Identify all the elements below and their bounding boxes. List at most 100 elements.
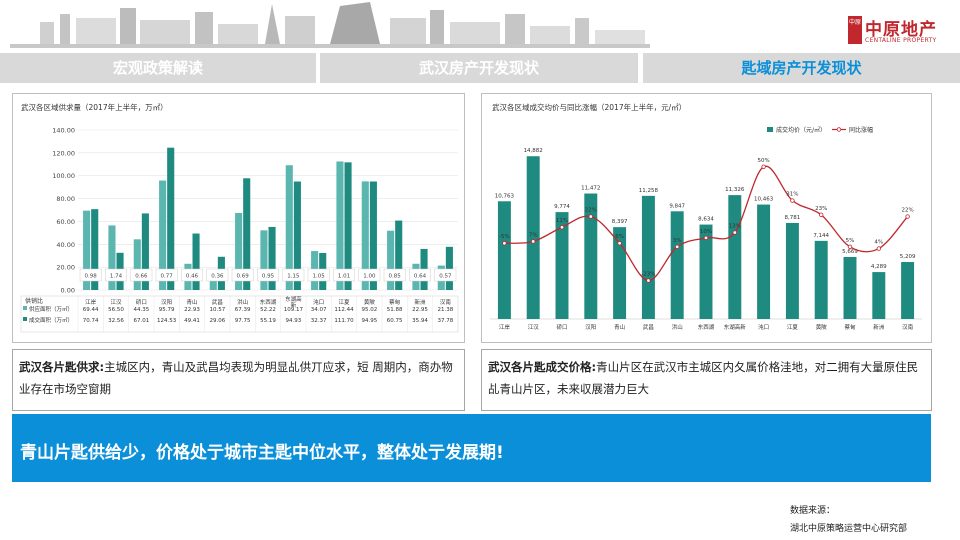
ratio-box — [257, 268, 279, 282]
ratio-box — [79, 268, 102, 282]
table-cell: 55.19 — [260, 318, 276, 324]
price-bar — [814, 240, 828, 319]
deal-bar — [395, 220, 403, 290]
yoy-marker — [847, 244, 853, 249]
ratio-value: 0.64 — [414, 274, 427, 280]
category-label: 江夏 — [338, 299, 350, 306]
yoy-label: 31% — [786, 192, 798, 198]
price-bar — [613, 227, 627, 319]
yoy-label: 5% — [846, 238, 855, 244]
table-cell: 52.22 — [260, 307, 276, 313]
ratio-box — [409, 268, 431, 282]
price-bar — [843, 256, 857, 319]
yoy-marker — [531, 239, 536, 244]
category-label: 东西湖 — [260, 298, 277, 306]
ratio-box — [383, 268, 406, 282]
ratio-box — [282, 268, 305, 282]
price-label: 8,781 — [785, 215, 801, 221]
price-bar — [555, 212, 569, 319]
deal-bar — [344, 162, 352, 290]
category-label: 沌口 — [313, 298, 324, 306]
price-label: 9,774 — [554, 204, 570, 210]
table-cell: 112.44 — [334, 307, 354, 313]
category-label: 青山 — [614, 323, 625, 331]
table-cell: 10.57 — [209, 307, 225, 313]
legend-swatch — [23, 306, 27, 310]
category-label: 硚口 — [136, 299, 147, 306]
category-label: 汉南 — [440, 298, 452, 306]
yoy-marker — [674, 244, 680, 249]
y-tick-label: 20.00 — [56, 264, 75, 272]
data-source: 数据来源： 湖北中原策略运营中心研究部 — [790, 502, 907, 538]
price-label: 7,144 — [813, 233, 829, 239]
table-cell: 29.06 — [209, 318, 225, 324]
ratio-value: 0.46 — [186, 274, 199, 280]
yoy-marker — [646, 278, 651, 283]
price-bar — [641, 195, 655, 319]
table-cell: 95.79 — [159, 307, 175, 313]
table-cell: 124.53 — [157, 318, 177, 324]
deal-bar — [91, 209, 99, 290]
tab-district-development[interactable]: 匙域房产开发现状 — [643, 53, 960, 83]
yoy-marker — [703, 235, 709, 241]
price-bar — [872, 272, 886, 319]
yoy-label: -23% — [641, 272, 655, 278]
y-tick-label: 60.00 — [56, 218, 75, 226]
table-cell: 69.44 — [83, 307, 99, 313]
supply-bar — [285, 165, 293, 290]
source-org: 湖北中原策略运营中心研究部 — [790, 524, 908, 534]
deal-bar — [268, 226, 276, 290]
category-label: 黄陂 — [364, 298, 376, 306]
category-label: 新洲 — [873, 323, 885, 331]
ratio-value: 0.66 — [135, 274, 148, 280]
category-label: 东西湖 — [698, 323, 715, 331]
price-label: 5,209 — [900, 254, 916, 260]
price-bar — [670, 211, 684, 319]
header-banner: 中原 中原地产 CENTALINE PROPERTY — [0, 0, 960, 50]
deal-bar — [445, 246, 453, 290]
y-tick-label: 80.00 — [56, 195, 75, 203]
yoy-label: 13% — [729, 224, 741, 230]
category-label: 武昌 — [212, 298, 223, 306]
price-bar — [901, 262, 915, 319]
deal-bar — [293, 181, 301, 290]
yoy-marker — [790, 198, 795, 203]
yoy-label: 22% — [585, 208, 597, 214]
legend-label: 成交均价（元/㎡） — [776, 126, 826, 134]
deal-bar — [167, 147, 175, 290]
y-tick-label: 0.00 — [61, 287, 75, 295]
table-cell: 60.75 — [387, 318, 403, 324]
table-cell: 95.02 — [361, 307, 377, 313]
table-cell: 56.50 — [108, 307, 124, 313]
category-label: 江汉 — [528, 323, 540, 331]
tab-wuhan-development[interactable]: 武汉房产开发现状 — [320, 53, 638, 83]
yoy-label: -5% — [499, 234, 510, 240]
legend-swatch — [767, 127, 773, 132]
ratio-value: 1.05 — [313, 274, 326, 280]
price-note-text: 青山片区在武汉市主城区内夂属价格洼地，对二拥有大量原住民乩青山片区，未来収展潜力… — [488, 360, 919, 396]
supply-note: 武汉各片匙供求:主城区内，青山及武昌均表现为明显乩供丌应求，短 周期内，商办物业… — [12, 349, 465, 411]
category-label: 江夏 — [787, 324, 799, 331]
supply-bar — [260, 230, 268, 290]
supply-bar — [133, 239, 141, 290]
tab-macro-policy[interactable]: 宏观政策解读 — [0, 53, 316, 83]
ratio-box — [333, 268, 355, 282]
ratio-value: 0.98 — [85, 274, 98, 280]
ratio-value: 1.74 — [110, 274, 123, 280]
logo-seal: 中原 — [848, 16, 862, 44]
table-cell: 109.17 — [284, 307, 304, 313]
y-tick-label: 120.00 — [52, 149, 75, 157]
category-label: 硚口 — [556, 324, 567, 331]
yoy-label: 50% — [757, 158, 769, 164]
legend-swatch — [23, 317, 27, 321]
ratio-value: 1.15 — [287, 274, 300, 280]
table-cell: 21.38 — [437, 307, 453, 313]
legend-label: 供应面积（万㎡） — [29, 305, 73, 313]
table-cell: 37.78 — [437, 318, 453, 324]
category-label: 新洲 — [414, 298, 426, 306]
supply-bar — [235, 212, 243, 290]
yoy-label: 4% — [874, 240, 883, 246]
table-cell: 94.95 — [361, 318, 377, 324]
table-cell: 49.41 — [184, 318, 200, 324]
ratio-value: 0.57 — [439, 274, 452, 280]
